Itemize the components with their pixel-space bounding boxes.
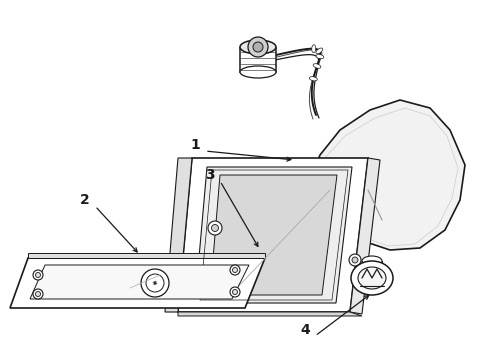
Circle shape <box>248 37 268 57</box>
Circle shape <box>35 292 41 297</box>
Text: 1: 1 <box>190 138 200 152</box>
Ellipse shape <box>316 48 323 54</box>
Polygon shape <box>312 100 465 250</box>
Ellipse shape <box>316 54 324 59</box>
Polygon shape <box>350 158 380 314</box>
Polygon shape <box>240 48 276 72</box>
Ellipse shape <box>312 45 316 53</box>
Polygon shape <box>178 312 362 316</box>
Circle shape <box>232 289 238 294</box>
Circle shape <box>146 274 164 292</box>
Text: 4: 4 <box>300 323 310 337</box>
Circle shape <box>212 225 219 231</box>
Circle shape <box>349 254 361 266</box>
Circle shape <box>352 257 358 263</box>
Ellipse shape <box>358 267 386 289</box>
Ellipse shape <box>351 261 393 295</box>
Text: 3: 3 <box>205 168 215 182</box>
Polygon shape <box>178 158 368 312</box>
Circle shape <box>35 273 41 278</box>
Ellipse shape <box>240 40 276 54</box>
Polygon shape <box>10 258 265 308</box>
Circle shape <box>232 267 238 273</box>
Polygon shape <box>195 167 352 303</box>
Circle shape <box>33 289 43 299</box>
Circle shape <box>33 270 43 280</box>
Text: 2: 2 <box>80 193 90 207</box>
Circle shape <box>230 287 240 297</box>
Circle shape <box>253 42 263 52</box>
Ellipse shape <box>309 77 318 81</box>
Ellipse shape <box>313 64 321 68</box>
Circle shape <box>208 221 222 235</box>
Polygon shape <box>210 175 337 295</box>
Polygon shape <box>165 158 192 312</box>
Ellipse shape <box>362 256 382 266</box>
Ellipse shape <box>240 66 276 78</box>
Polygon shape <box>30 265 249 299</box>
Circle shape <box>141 269 169 297</box>
Circle shape <box>230 265 240 275</box>
Polygon shape <box>28 253 265 258</box>
